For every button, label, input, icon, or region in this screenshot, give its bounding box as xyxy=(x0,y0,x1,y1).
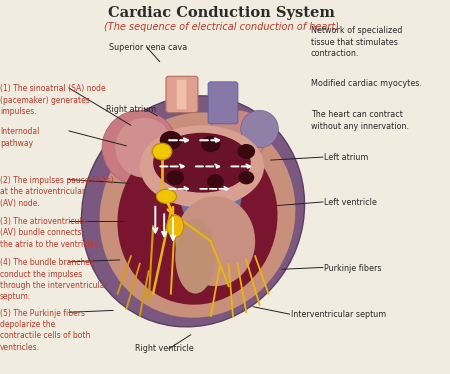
Ellipse shape xyxy=(176,219,215,294)
Circle shape xyxy=(238,171,254,184)
Ellipse shape xyxy=(117,133,278,305)
Ellipse shape xyxy=(115,118,173,178)
FancyBboxPatch shape xyxy=(176,80,186,109)
Circle shape xyxy=(238,144,255,159)
Circle shape xyxy=(207,174,224,188)
Ellipse shape xyxy=(140,125,264,208)
Text: (5) The Purkinje fibers
depolarize the
contractile cells of both
ventricles.: (5) The Purkinje fibers depolarize the c… xyxy=(0,309,90,352)
Text: Superior vena cava: Superior vena cava xyxy=(109,43,187,52)
FancyBboxPatch shape xyxy=(208,82,238,124)
FancyBboxPatch shape xyxy=(166,76,198,113)
Ellipse shape xyxy=(153,133,251,193)
Text: Left atrium: Left atrium xyxy=(324,153,368,162)
Text: Right ventricle: Right ventricle xyxy=(135,344,194,353)
Ellipse shape xyxy=(102,110,177,185)
Text: Internodal
pathway: Internodal pathway xyxy=(0,127,40,148)
Circle shape xyxy=(152,143,172,160)
Text: (4) The bundle branches
conduct the impulses
through the interventricular
septum: (4) The bundle branches conduct the impu… xyxy=(0,258,108,301)
Text: (1) The sinoatrial (SA) node
(pacemaker) generates
impulses.: (1) The sinoatrial (SA) node (pacemaker)… xyxy=(0,84,106,116)
Circle shape xyxy=(160,131,182,150)
Ellipse shape xyxy=(208,110,266,163)
Ellipse shape xyxy=(157,189,176,203)
Text: Network of specialized
tissue that stimulates
contraction.: Network of specialized tissue that stimu… xyxy=(310,26,402,58)
Ellipse shape xyxy=(99,113,295,318)
Ellipse shape xyxy=(241,110,279,148)
Text: (The sequence of electrical conduction of heart): (The sequence of electrical conduction o… xyxy=(104,22,339,33)
Text: Cardiac Conduction System: Cardiac Conduction System xyxy=(108,6,335,19)
Ellipse shape xyxy=(180,151,242,234)
Text: (3) The atrioventricular
(AV) bundle connects
the atria to the ventricles.: (3) The atrioventricular (AV) bundle con… xyxy=(0,217,101,249)
Text: The heart can contract
without any innervation.: The heart can contract without any inner… xyxy=(310,110,409,131)
Text: Purkinje fibers: Purkinje fibers xyxy=(324,264,382,273)
Circle shape xyxy=(166,170,184,185)
Text: Interventricular septum: Interventricular septum xyxy=(291,310,386,319)
Text: (2) The impulses pause (0.1s)
at the atrioventricular
(AV) node.: (2) The impulses pause (0.1s) at the atr… xyxy=(0,176,114,208)
Text: Right atrium: Right atrium xyxy=(107,105,157,114)
Text: Modified cardiac myocytes.: Modified cardiac myocytes. xyxy=(310,79,422,88)
Ellipse shape xyxy=(167,215,184,237)
Circle shape xyxy=(201,136,220,152)
Text: Left ventricle: Left ventricle xyxy=(324,198,377,207)
Ellipse shape xyxy=(81,96,305,327)
Ellipse shape xyxy=(176,196,255,286)
